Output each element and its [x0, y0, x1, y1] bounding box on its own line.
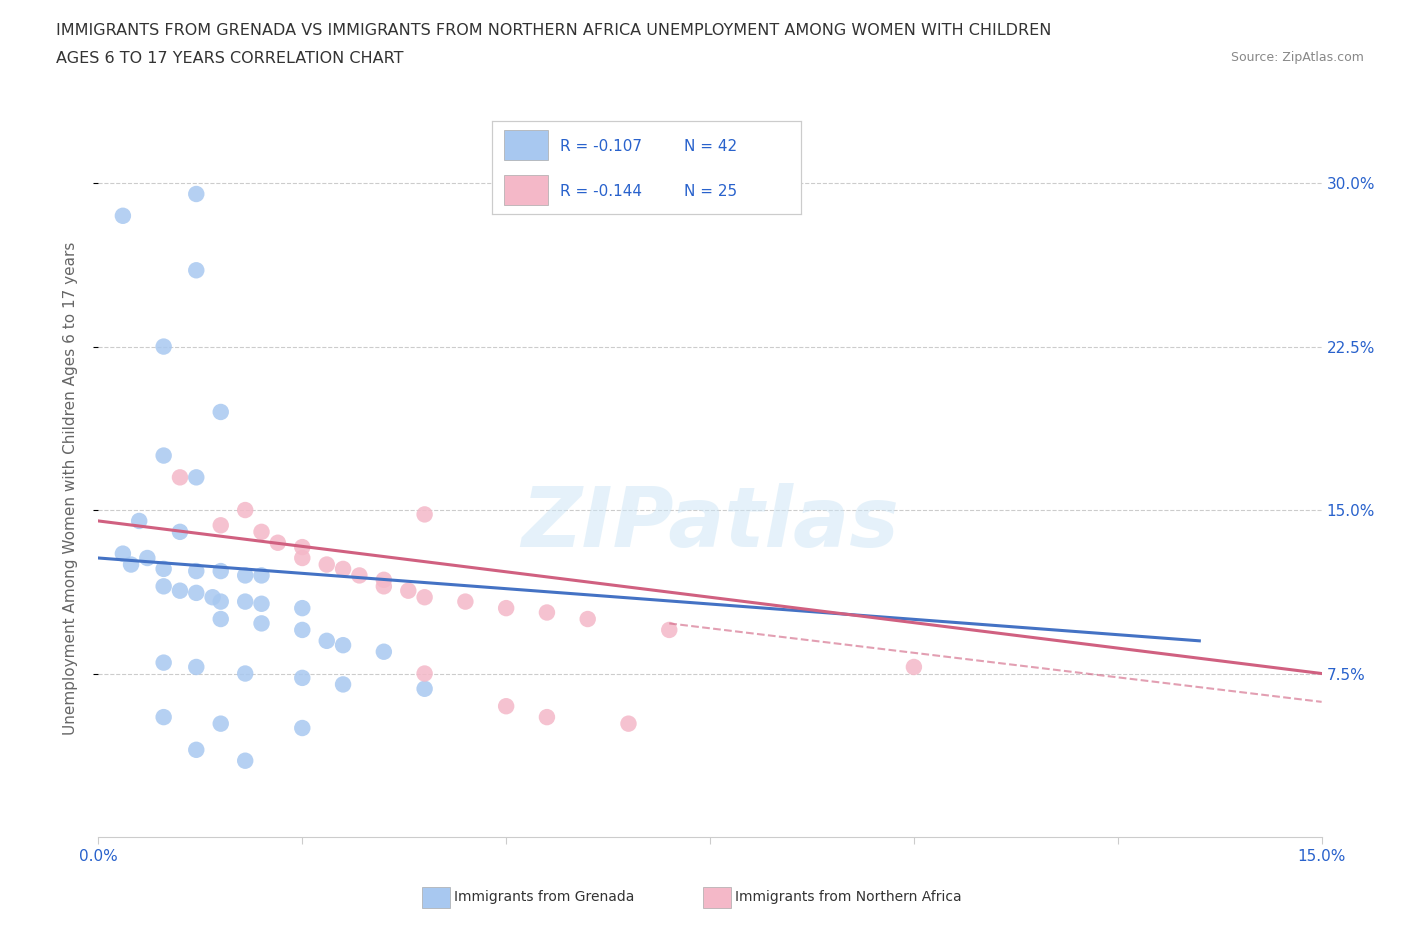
Point	[209, 405, 232, 419]
Point	[373, 572, 395, 587]
Point	[136, 551, 159, 565]
Point	[332, 638, 354, 653]
Text: IMMIGRANTS FROM GRENADA VS IMMIGRANTS FROM NORTHERN AFRICA UNEMPLOYMENT AMONG WO: IMMIGRANTS FROM GRENADA VS IMMIGRANTS FR…	[56, 23, 1052, 38]
Point	[233, 753, 256, 768]
Point	[903, 659, 925, 674]
Point	[120, 557, 142, 572]
Point	[169, 583, 191, 598]
Point	[152, 578, 174, 593]
Point	[250, 596, 273, 611]
Point	[209, 716, 232, 731]
Point	[396, 583, 419, 598]
Point	[536, 605, 558, 620]
Bar	[505, 175, 548, 205]
Point	[186, 564, 208, 578]
Point	[152, 710, 174, 724]
Point	[233, 594, 256, 609]
Point	[413, 507, 436, 522]
Point	[233, 502, 256, 517]
Text: Source: ZipAtlas.com: Source: ZipAtlas.com	[1230, 51, 1364, 64]
Text: R = -0.144: R = -0.144	[560, 184, 643, 199]
Point	[291, 721, 314, 736]
Point	[495, 698, 517, 713]
Point	[201, 590, 224, 604]
Point	[291, 622, 314, 637]
Point	[576, 612, 599, 627]
Point	[186, 742, 208, 757]
Point	[413, 682, 436, 697]
Point	[373, 578, 395, 593]
Point	[128, 513, 150, 528]
Bar	[505, 130, 548, 160]
Point	[413, 590, 436, 604]
Point	[291, 539, 314, 554]
Point	[152, 448, 174, 463]
Point	[413, 666, 436, 681]
Text: R = -0.107: R = -0.107	[560, 140, 643, 154]
Point	[169, 470, 191, 485]
Point	[169, 525, 191, 539]
Point	[454, 594, 477, 609]
Point	[250, 616, 273, 631]
Point	[209, 612, 232, 627]
Point	[250, 525, 273, 539]
Point	[291, 671, 314, 685]
Text: Immigrants from Northern Africa: Immigrants from Northern Africa	[735, 890, 962, 905]
Text: AGES 6 TO 17 YEARS CORRELATION CHART: AGES 6 TO 17 YEARS CORRELATION CHART	[56, 51, 404, 66]
Point	[233, 666, 256, 681]
Point	[658, 622, 681, 637]
Point	[536, 710, 558, 724]
Point	[332, 562, 354, 577]
Point	[267, 536, 290, 551]
Point	[186, 470, 208, 485]
Point	[209, 518, 232, 533]
Text: ZIPatlas: ZIPatlas	[522, 483, 898, 564]
Point	[111, 546, 134, 561]
Point	[291, 601, 314, 616]
Point	[186, 586, 208, 601]
Text: Immigrants from Grenada: Immigrants from Grenada	[454, 890, 634, 905]
Point	[250, 568, 273, 583]
Point	[291, 551, 314, 565]
Point	[495, 601, 517, 616]
Point	[152, 339, 174, 354]
Point	[332, 677, 354, 692]
Point	[186, 263, 208, 278]
Text: N = 25: N = 25	[683, 184, 737, 199]
Text: N = 42: N = 42	[683, 140, 737, 154]
Point	[617, 716, 640, 731]
Point	[111, 208, 134, 223]
Point	[152, 562, 174, 577]
Point	[373, 644, 395, 659]
Point	[209, 564, 232, 578]
Point	[186, 187, 208, 202]
Point	[186, 659, 208, 674]
Point	[152, 656, 174, 671]
Point	[315, 633, 337, 648]
Point	[233, 568, 256, 583]
Point	[209, 594, 232, 609]
Y-axis label: Unemployment Among Women with Children Ages 6 to 17 years: Unemployment Among Women with Children A…	[63, 242, 77, 735]
Point	[349, 568, 371, 583]
Point	[315, 557, 337, 572]
